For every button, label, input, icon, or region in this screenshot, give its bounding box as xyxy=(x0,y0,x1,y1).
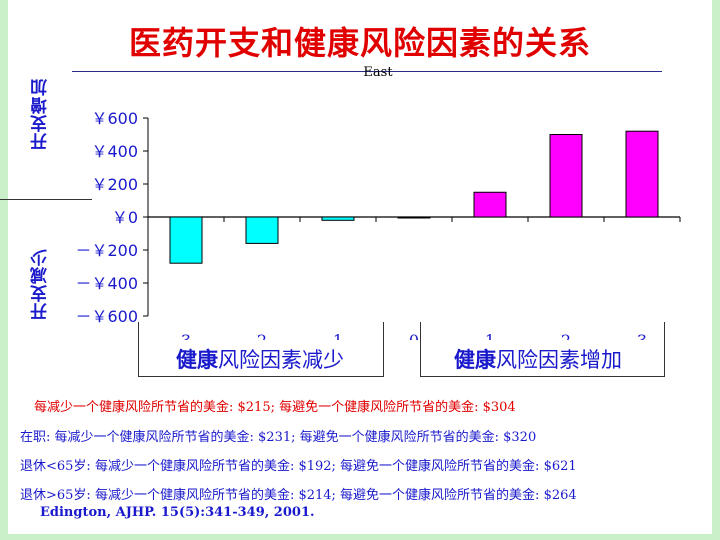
page-title: 医药开支和健康风险因素的关系 xyxy=(128,24,591,62)
frame-right xyxy=(712,0,720,540)
category-label: 3 xyxy=(181,331,191,340)
group-bracket-increase xyxy=(420,322,665,377)
category-label: 1 xyxy=(333,331,343,340)
note-overall: 每减少一个健康风险所节省的美金: $215; 每避免一个健康风险所节省的美金: … xyxy=(34,400,516,415)
legend-label: East xyxy=(363,65,393,80)
bar xyxy=(169,216,203,264)
group-bracket-decrease xyxy=(138,322,384,377)
note-retired-under-65: 退休<65岁: 每减少一个健康风险所节省的美金: $192; 每避免一个健康风险… xyxy=(20,459,577,474)
y-tick-label: ￥200 xyxy=(91,175,138,194)
group-label-decrease-bold: 健康 xyxy=(176,348,218,372)
y-tick-label: ￥0 xyxy=(112,208,138,227)
title-rule xyxy=(72,71,662,72)
bar-chart: East ￥600 ￥400 ￥200 ￥0 －￥200 －￥400 －￥600 3 2 1 0 1 2 3 xyxy=(75,65,681,340)
y-tick-label: －￥600 xyxy=(75,307,138,326)
bar xyxy=(321,216,355,221)
ylabel-decrease: 开支减少 xyxy=(31,248,51,320)
bar xyxy=(397,216,431,219)
bar xyxy=(625,130,659,218)
ylabel-increase: 开支增加 xyxy=(31,78,51,150)
y-tick-label: ￥400 xyxy=(91,142,138,161)
group-label-decrease-rest: 风险因素减少 xyxy=(218,348,344,372)
side-rule xyxy=(0,199,92,200)
y-tick-label: －￥400 xyxy=(75,274,138,293)
note-employed: 在职: 每减少一个健康风险所节省的美金: $231; 每避免一个健康风险所节省的… xyxy=(20,430,537,445)
bar xyxy=(549,134,583,218)
category-label: 2 xyxy=(257,331,267,340)
group-label-increase-rest: 风险因素增加 xyxy=(496,348,622,372)
y-tick-label: －￥200 xyxy=(75,241,138,260)
group-label-increase-bold: 健康 xyxy=(454,348,496,372)
frame-left xyxy=(0,0,8,540)
bar xyxy=(473,191,507,218)
y-tick-label: ￥600 xyxy=(91,109,138,128)
category-label: 1 xyxy=(485,331,495,340)
group-label-increase: 健康风险因素增加 xyxy=(454,344,622,374)
citation: Edington, AJHP. 15(5):341-349, 2001. xyxy=(40,505,315,520)
category-label: 2 xyxy=(561,331,571,340)
note-retired-over-65: 退休>65岁: 每减少一个健康风险所节省的美金: $214; 每避免一个健康风险… xyxy=(20,488,577,503)
category-label: 0 xyxy=(409,331,419,340)
group-label-decrease: 健康风险因素减少 xyxy=(176,344,344,374)
category-label: 3 xyxy=(637,331,647,340)
frame-bottom xyxy=(0,534,720,540)
bar xyxy=(245,216,279,244)
